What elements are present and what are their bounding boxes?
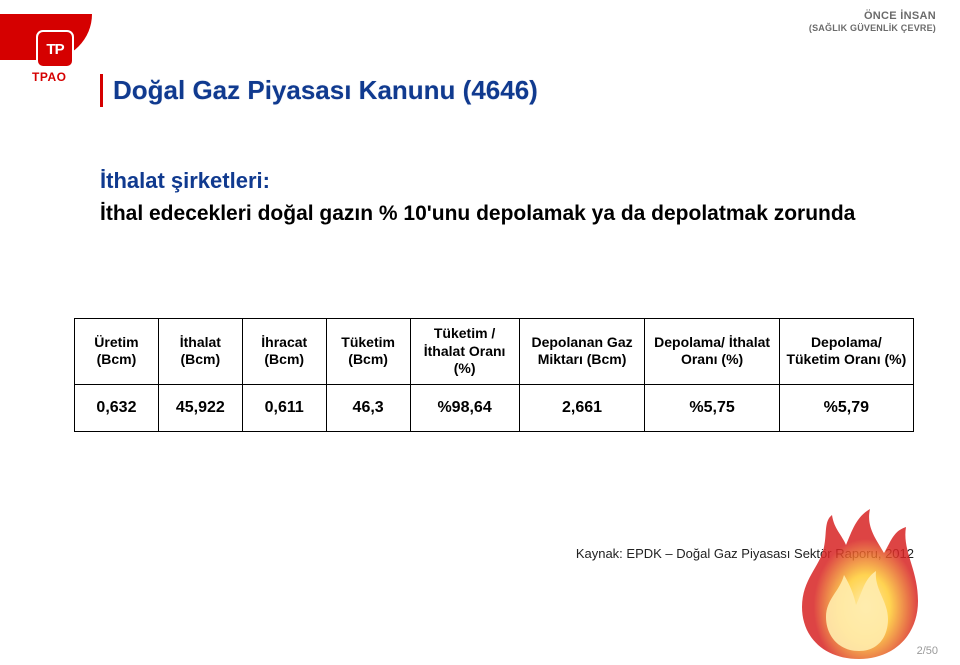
page-root: { "header": { "company_abbrev": "TP", "c… — [0, 0, 960, 665]
table-cell: %5,75 — [645, 384, 779, 431]
table-col-header: Tüketim / İthalat Oranı (%) — [410, 319, 519, 385]
logo-text: TP — [46, 41, 63, 58]
company-name: TPAO — [32, 70, 66, 84]
content-block: İthalat şirketleri: İthal edecekleri doğ… — [100, 168, 890, 227]
table-col-header: Depolama/ İthalat Oranı (%) — [645, 319, 779, 385]
page-number: 2/50 — [917, 645, 938, 657]
title-block: Doğal Gaz Piyasası Kanunu (4646) — [100, 74, 538, 107]
table-col-header: Üretim (Bcm) — [75, 319, 159, 385]
flame-icon — [784, 509, 934, 659]
table-cell: 45,922 — [158, 384, 242, 431]
table-cell: 46,3 — [326, 384, 410, 431]
header-slogan: ÖNCE İNSAN (SAĞLIK GÜVENLİK ÇEVRE) — [809, 10, 936, 33]
title-accent-bar — [100, 74, 103, 107]
logo-block: TP TPAO — [0, 14, 92, 92]
data-table: Üretim (Bcm) İthalat (Bcm) İhracat (Bcm)… — [74, 318, 914, 432]
table-col-header: İhracat (Bcm) — [242, 319, 326, 385]
table-col-header: İthalat (Bcm) — [158, 319, 242, 385]
table-cell: 0,611 — [242, 384, 326, 431]
table-row: 0,632 45,922 0,611 46,3 %98,64 2,661 %5,… — [75, 384, 914, 431]
table-header-row: Üretim (Bcm) İthalat (Bcm) İhracat (Bcm)… — [75, 319, 914, 385]
table-col-header: Tüketim (Bcm) — [326, 319, 410, 385]
table-cell: 2,661 — [519, 384, 645, 431]
table-col-header: Depolanan Gaz Miktarı (Bcm) — [519, 319, 645, 385]
table-cell: %98,64 — [410, 384, 519, 431]
table-cell: 0,632 — [75, 384, 159, 431]
content-subheading: İthalat şirketleri: — [100, 168, 890, 194]
table-head: Üretim (Bcm) İthalat (Bcm) İhracat (Bcm)… — [75, 319, 914, 385]
page-title: Doğal Gaz Piyasası Kanunu (4646) — [113, 74, 538, 107]
logo-badge: TP — [38, 32, 72, 66]
content-body: İthal edecekleri doğal gazın % 10'unu de… — [100, 200, 890, 227]
slogan-line1: ÖNCE İNSAN — [809, 10, 936, 22]
table-body: 0,632 45,922 0,611 46,3 %98,64 2,661 %5,… — [75, 384, 914, 431]
table-col-header: Depolama/ Tüketim Oranı (%) — [779, 319, 913, 385]
table-cell: %5,79 — [779, 384, 913, 431]
slogan-line2: (SAĞLIK GÜVENLİK ÇEVRE) — [809, 23, 936, 33]
